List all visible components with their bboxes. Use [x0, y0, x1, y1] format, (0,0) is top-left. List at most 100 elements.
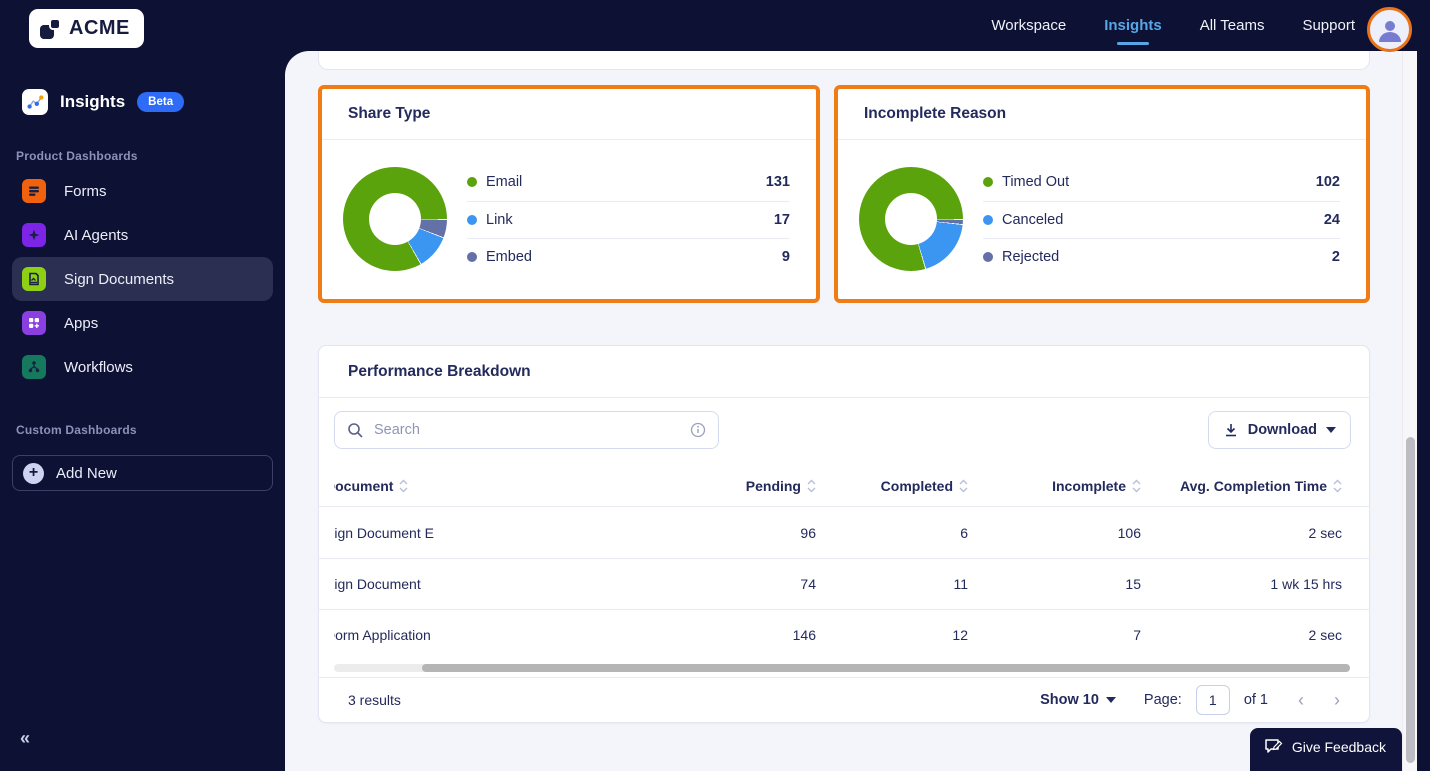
legend-item: Link 17 — [467, 200, 790, 238]
sort-icon — [959, 479, 968, 492]
nav-link-workspace[interactable]: Workspace — [991, 17, 1067, 34]
vertical-scrollbar[interactable] — [1402, 51, 1417, 771]
sidebar-item-apps[interactable]: Apps — [12, 301, 273, 345]
table-row[interactable]: Sign Document 74 11 15 1 wk 15 hrs — [319, 558, 1369, 609]
pending-value: 96 — [800, 524, 816, 541]
apps-icon — [22, 311, 46, 335]
completed-value: 12 — [952, 627, 968, 643]
sidebar-item-label: Forms — [64, 182, 107, 200]
legend-value: 2 — [1331, 248, 1340, 265]
column-header-document[interactable]: Document — [334, 478, 646, 494]
add-new-button[interactable]: + Add New — [12, 455, 273, 491]
legend-dot — [983, 251, 993, 262]
sidebar-item-label: Sign Documents — [64, 270, 175, 288]
sidebar-item-workflows[interactable]: Workflows — [12, 345, 273, 389]
search-icon — [348, 422, 363, 438]
chevron-down-icon — [1105, 697, 1116, 703]
document-name: Dorm Application — [334, 627, 431, 643]
share-type-legend: Email 131 Link 17 Embed 9 — [467, 164, 790, 275]
collapse-sidebar-button[interactable]: « — [20, 728, 31, 748]
horizontal-scrollbar[interactable] — [334, 664, 1350, 672]
column-header-completed[interactable]: Completed — [816, 478, 968, 494]
table-header-row: Document Pending Completed Incomplete Av… — [319, 465, 1369, 507]
previous-page-button[interactable]: ‹ — [1298, 690, 1304, 710]
sidebar-app-header: Insights Beta — [0, 51, 285, 115]
legend-label: Rejected — [1002, 248, 1060, 265]
info-icon[interactable] — [690, 422, 706, 438]
pending-value: 74 — [800, 576, 816, 592]
page-label: Page: — [1143, 692, 1182, 708]
legend-item: Timed Out 102 — [983, 164, 1340, 201]
workflows-icon — [22, 355, 46, 379]
sort-icon — [807, 479, 816, 492]
legend-item: Rejected 2 — [983, 237, 1340, 275]
nav-link-insights[interactable]: Insights — [1104, 17, 1162, 34]
performance-breakdown-title: Performance Breakdown — [348, 362, 531, 380]
sidebar-item-forms[interactable]: Forms — [12, 169, 273, 213]
insights-app-icon — [22, 89, 48, 115]
column-header-incomplete[interactable]: Incomplete — [968, 478, 1141, 494]
legend-value: 131 — [765, 174, 790, 190]
incomplete-reason-card: Incomplete Reason Timed Out 102 Canceled… — [834, 85, 1370, 303]
beta-badge: Beta — [137, 92, 185, 112]
legend-dot — [467, 177, 477, 187]
table-controls: Download — [319, 399, 1369, 465]
share-type-title: Share Type — [348, 105, 431, 122]
legend-item: Email 131 — [467, 164, 790, 201]
sign-documents-icon — [22, 267, 46, 291]
incomplete-value: 106 — [1117, 524, 1141, 541]
sidebar-item-sign-documents[interactable]: Sign Documents — [12, 257, 273, 301]
product-dashboards-label: Product Dashboards — [16, 149, 138, 163]
ai-agents-icon — [22, 223, 46, 247]
column-header-avg-completion-time[interactable]: Avg. Completion Time — [1141, 478, 1342, 494]
chevron-down-icon — [1326, 427, 1336, 433]
sort-icon — [399, 479, 408, 492]
nav-link-all-teams[interactable]: All Teams — [1199, 17, 1265, 34]
legend-value: 17 — [773, 211, 790, 228]
incomplete-reason-legend: Timed Out 102 Canceled 24 Rejected 2 — [983, 164, 1340, 275]
incomplete-reason-donut-chart — [859, 167, 963, 271]
acme-logo[interactable]: ACME — [29, 9, 144, 48]
user-avatar[interactable] — [1367, 7, 1412, 52]
nav-link-support[interactable]: Support — [1302, 17, 1355, 34]
horizontal-scrollbar-thumb[interactable] — [422, 664, 1350, 672]
search-input[interactable] — [374, 422, 680, 438]
legend-label: Timed Out — [1002, 174, 1070, 190]
plus-icon: + — [23, 462, 44, 484]
download-label: Download — [1247, 422, 1317, 438]
page-size-select[interactable]: Show 10 — [1040, 692, 1116, 708]
table-row[interactable]: Dorm Application 146 12 7 2 sec — [319, 609, 1369, 660]
performance-breakdown-card: Performance Breakdown Download Document — [318, 345, 1370, 723]
table-row[interactable]: Sign Document E 96 6 106 2 sec — [319, 507, 1369, 558]
pending-value: 146 — [792, 627, 816, 643]
sidebar: Insights Beta Product Dashboards Forms A… — [0, 51, 285, 771]
add-new-label: Add New — [56, 464, 117, 482]
legend-item: Canceled 24 — [983, 200, 1340, 238]
feedback-label: Give Feedback — [1291, 738, 1386, 755]
sidebar-item-label: Apps — [64, 314, 99, 332]
share-type-card: Share Type Email 131 Link 17 — [318, 85, 820, 303]
page-total-label: of 1 — [1243, 692, 1268, 708]
custom-dashboards-label: Custom Dashboards — [16, 423, 137, 437]
document-name: Sign Document — [334, 576, 421, 592]
main-content: Share Type Email 131 Link 17 — [285, 51, 1417, 771]
incomplete-value: 15 — [1125, 576, 1141, 592]
download-button[interactable]: Download — [1207, 411, 1351, 449]
avg-completion-time-value: 2 sec — [1308, 524, 1342, 541]
legend-dot — [983, 214, 993, 225]
forms-icon — [22, 179, 46, 203]
next-page-button[interactable]: › — [1334, 690, 1340, 710]
vertical-scrollbar-thumb[interactable] — [1405, 437, 1415, 763]
legend-label: Canceled — [1002, 211, 1064, 228]
share-type-donut-chart — [343, 167, 447, 271]
document-name: Sign Document E — [334, 524, 434, 541]
sort-icon — [1132, 479, 1141, 492]
give-feedback-button[interactable]: Give Feedback — [1249, 728, 1402, 771]
legend-value: 9 — [781, 248, 790, 265]
page-number-input[interactable] — [1195, 685, 1230, 715]
avg-completion-time-value: 2 sec — [1308, 627, 1342, 643]
sidebar-item-ai-agents[interactable]: AI Agents — [12, 213, 273, 257]
column-header-pending[interactable]: Pending — [646, 478, 816, 494]
completed-value: 6 — [960, 524, 968, 541]
